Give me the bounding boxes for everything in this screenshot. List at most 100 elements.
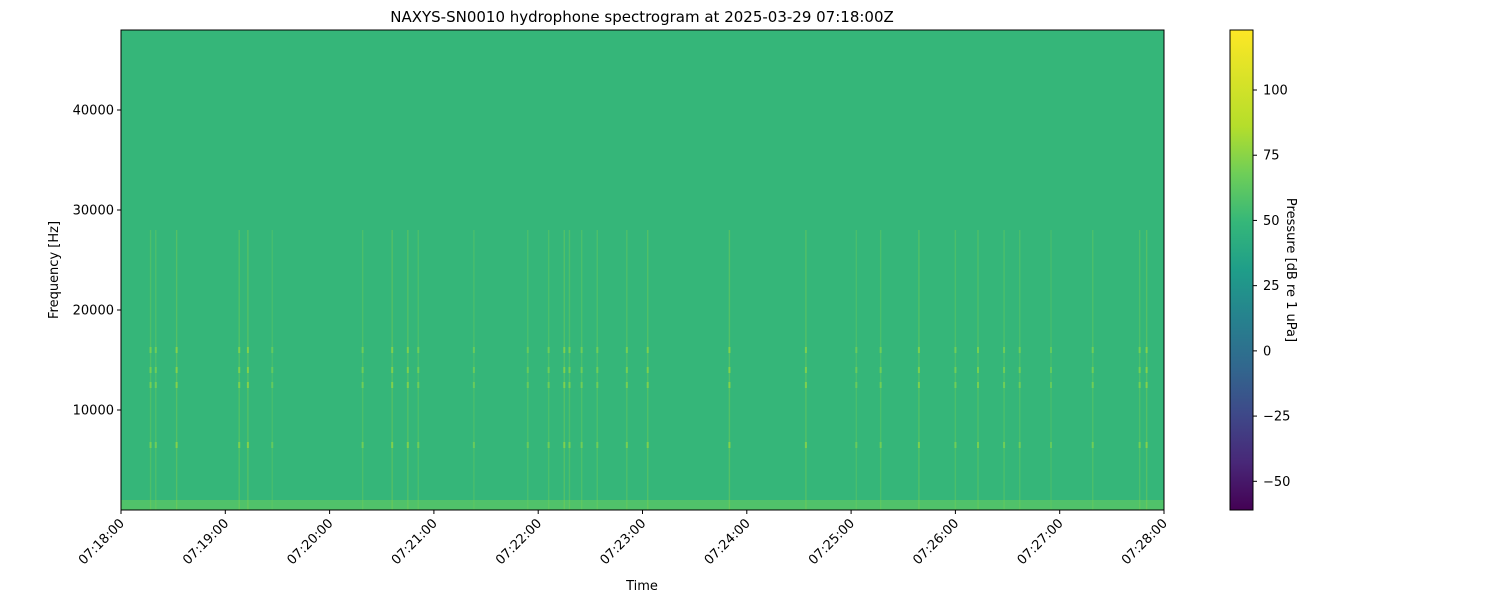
colorbar [1229,29,1254,511]
y-axis: 10000 20000 30000 40000 [73,104,121,419]
transient-event-tonal-mark [917,367,920,373]
transient-event-tonal-mark [625,367,628,373]
transient-event-tonal-mark [1091,442,1094,448]
transient-event-tonal-mark [472,442,475,448]
transient-event-tonal-mark [391,382,394,388]
x-tick-label: 07:20:00 [285,516,337,568]
colorbar-tick-label: 0 [1263,344,1271,359]
transient-event-tonal-mark [728,367,731,373]
transient-event-tonal-mark [391,442,394,448]
transient-event-tonal-mark [406,382,409,388]
transient-event-tonal-mark [1003,382,1006,388]
transient-event-tonal-mark [547,347,550,353]
transient-event-tonal-mark [175,347,178,353]
transient-event-tonal-mark [596,442,599,448]
transient-event-tonal-mark [238,347,241,353]
transient-event-tonal-mark [646,347,649,353]
transient-event-tonal-mark [1003,347,1006,353]
transient-event-tonal-mark [526,442,529,448]
colorbar-tick-label: 100 [1263,84,1288,99]
transient-event-tonal-mark [246,347,249,353]
transient-event-tonal-mark [1145,367,1148,373]
colorbar-label: Pressure [dB re 1 uPa] [1283,198,1298,342]
transient-event-tonal-mark [954,367,957,373]
transient-event-tonal-mark [154,382,157,388]
transient-event-tonal-mark [175,442,178,448]
x-tick-label: 07:21:00 [389,516,441,568]
transient-event-tonal-mark [526,382,529,388]
transient-event-tonal-mark [246,382,249,388]
y-tick-label: 20000 [73,304,114,319]
transient-event-tonal-mark [596,367,599,373]
colorbar-axis: −50 −25 0 25 50 75 100 [1253,84,1290,490]
x-axis-label: Time [625,579,658,594]
transient-event-tonal-mark [855,347,858,353]
x-tick-label: 07:19:00 [180,516,232,568]
transient-event-tonal-mark [417,382,420,388]
transient-event-tonal-mark [149,347,152,353]
transient-event-tonal-mark [804,347,807,353]
x-tick-label: 07:18:00 [76,516,128,568]
transient-event-tonal-mark [391,347,394,353]
transient-event-tonal-mark [417,367,420,373]
y-tick-label: 40000 [73,104,114,119]
spectrogram-plot-area [121,30,1164,510]
transient-event-tonal-mark [271,367,274,373]
transient-event-tonal-mark [417,442,420,448]
transient-event-tonal-mark [361,382,364,388]
transient-event-tonal-mark [238,382,241,388]
transient-event-tonal-mark [526,367,529,373]
transient-event-tonal-mark [625,382,628,388]
transient-event-tonal-mark [625,442,628,448]
transient-event-tonal-mark [1091,382,1094,388]
transient-event-tonal-mark [646,442,649,448]
x-tick-label: 07:23:00 [597,516,649,568]
transient-event-tonal-mark [879,347,882,353]
transient-event-tonal-mark [547,367,550,373]
transient-event-tonal-mark [472,347,475,353]
transient-event-tonal-mark [271,382,274,388]
transient-event-tonal-mark [406,347,409,353]
transient-event-tonal-mark [580,367,583,373]
transient-event-tonal-mark [238,442,241,448]
transient-event-tonal-mark [417,347,420,353]
transient-event-tonal-mark [1003,367,1006,373]
transient-event-tonal-mark [596,382,599,388]
transient-event-tonal-mark [954,382,957,388]
transient-event-tonal-mark [1003,442,1006,448]
transient-event-tonal-mark [1050,382,1053,388]
x-tick-label: 07:27:00 [1015,516,1067,568]
transient-event-tonal-mark [271,442,274,448]
chart-title: NAXYS-SN0010 hydrophone spectrogram at 2… [390,8,894,26]
transient-event-tonal-mark [1050,367,1053,373]
transient-event-tonal-mark [804,442,807,448]
transient-event-tonal-mark [563,442,566,448]
transient-event-tonal-mark [175,382,178,388]
transient-event-tonal-mark [917,442,920,448]
transient-event-tonal-mark [1050,347,1053,353]
spectrogram-background [121,30,1164,510]
colorbar-tick-label: −50 [1263,475,1290,490]
colorbar-tick-label: 50 [1263,214,1280,229]
transient-event-tonal-mark [646,382,649,388]
transient-event-tonal-mark [1138,382,1141,388]
transient-event-tonal-mark [391,367,394,373]
transient-event-tonal-mark [580,382,583,388]
transient-event-tonal-mark [154,347,157,353]
transient-event-tonal-mark [976,442,979,448]
transient-event-tonal-mark [568,382,571,388]
transient-event-tonal-mark [917,347,920,353]
transient-event-tonal-mark [580,442,583,448]
transient-event-tonal-mark [580,347,583,353]
transient-event-tonal-mark [954,442,957,448]
transient-event-tonal-mark [568,347,571,353]
transient-event-tonal-mark [855,367,858,373]
transient-event-tonal-mark [406,367,409,373]
transient-event-tonal-mark [976,347,979,353]
transient-event-tonal-mark [1138,367,1141,373]
transient-event-tonal-mark [149,382,152,388]
x-axis: 07:18:00 07:19:00 07:20:00 07:21:00 07:22:00… [76,510,1171,568]
transient-event-tonal-mark [879,442,882,448]
transient-event-tonal-mark [1050,442,1053,448]
